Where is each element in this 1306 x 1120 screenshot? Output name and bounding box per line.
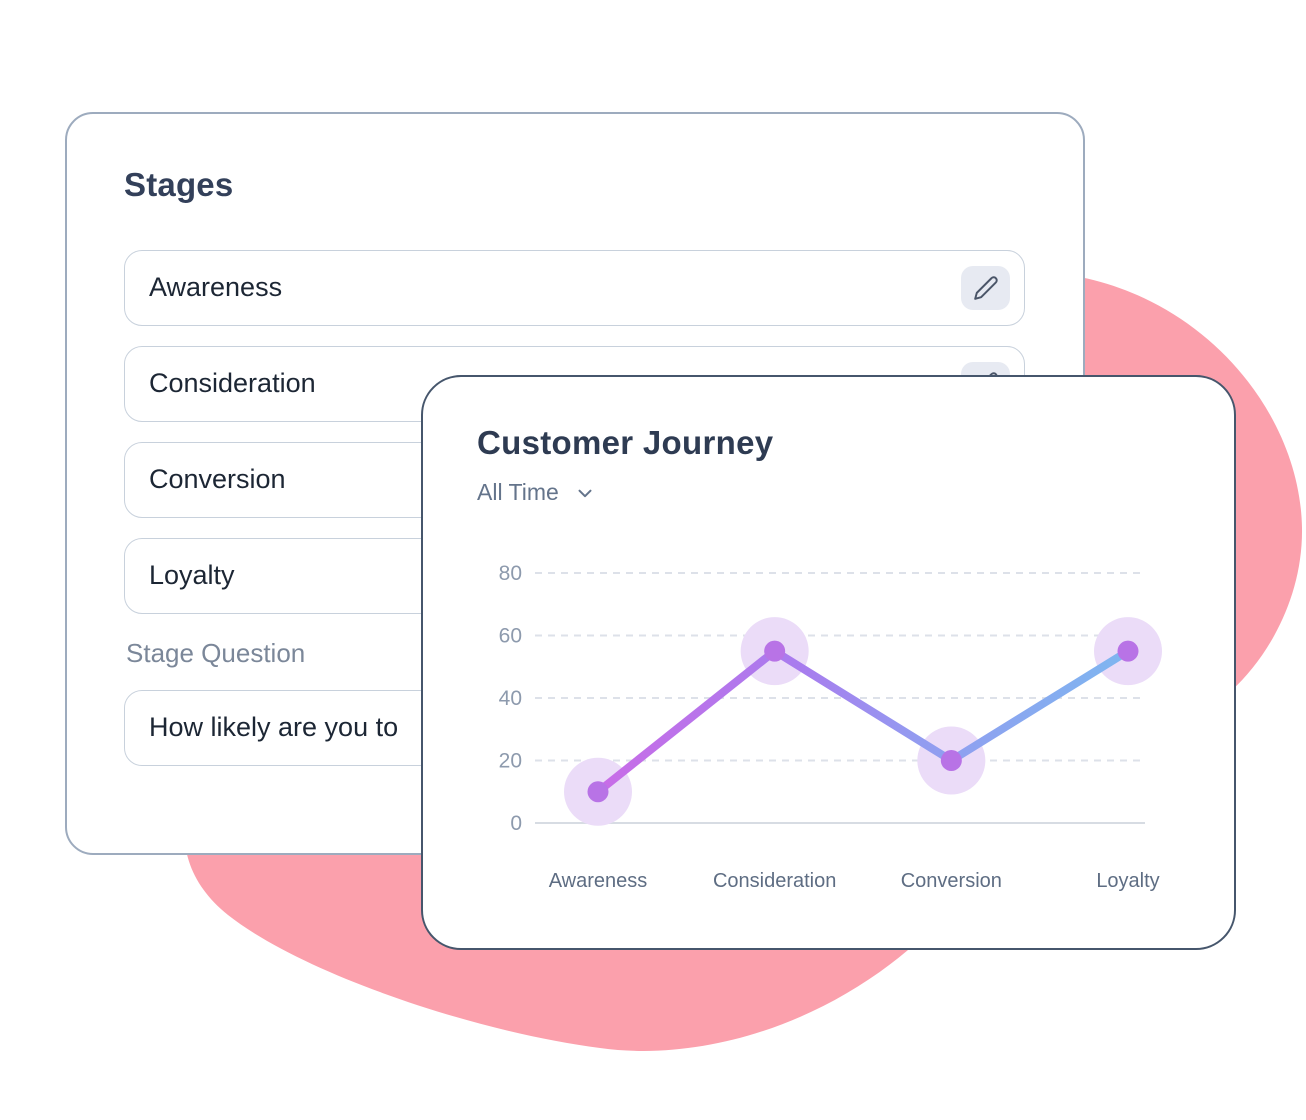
pencil-icon (973, 276, 998, 300)
y-axis-label: 40 (499, 687, 522, 710)
edit-stage-button[interactable] (961, 266, 1010, 310)
y-axis-label: 80 (499, 562, 522, 585)
journey-line-chart: 0 20 40 60 80 Awareness Consideration Conversio… (499, 562, 1162, 892)
time-filter-label: All Time (477, 479, 559, 505)
time-filter-dropdown[interactable]: All Time (477, 479, 596, 506)
journey-line (594, 647, 1132, 796)
chevron-down-icon (578, 489, 592, 497)
stages-card-title: Stages (124, 166, 234, 203)
customer-journey-card: Customer Journey All Time 0 20 40 60 80 Aware… (421, 375, 1236, 950)
data-point-dot (1117, 640, 1139, 662)
stage-input-value: Loyalty (149, 560, 235, 590)
y-axis-label: 0 (510, 812, 522, 835)
stage-input-value: Conversion (149, 464, 286, 494)
x-axis-label: Loyalty (1096, 870, 1159, 892)
stage-input-awareness[interactable]: Awareness (124, 250, 1025, 326)
stage-input-value: Consideration (149, 368, 316, 398)
data-point-dot (764, 640, 786, 662)
data-point-dot (587, 781, 609, 803)
stage-question-value: How likely are you to (149, 712, 399, 742)
journey-card-title: Customer Journey (477, 424, 774, 461)
stage-question-label: Stage Question (126, 638, 306, 668)
data-point-dot (940, 750, 962, 771)
x-axis-label: Consideration (713, 870, 836, 892)
x-axis-label: Awareness (549, 870, 648, 892)
x-axis-label: Conversion (901, 870, 1002, 892)
y-axis-label: 60 (499, 625, 522, 648)
stage-input-value: Awareness (149, 272, 283, 302)
y-axis-label: 20 (499, 750, 522, 773)
